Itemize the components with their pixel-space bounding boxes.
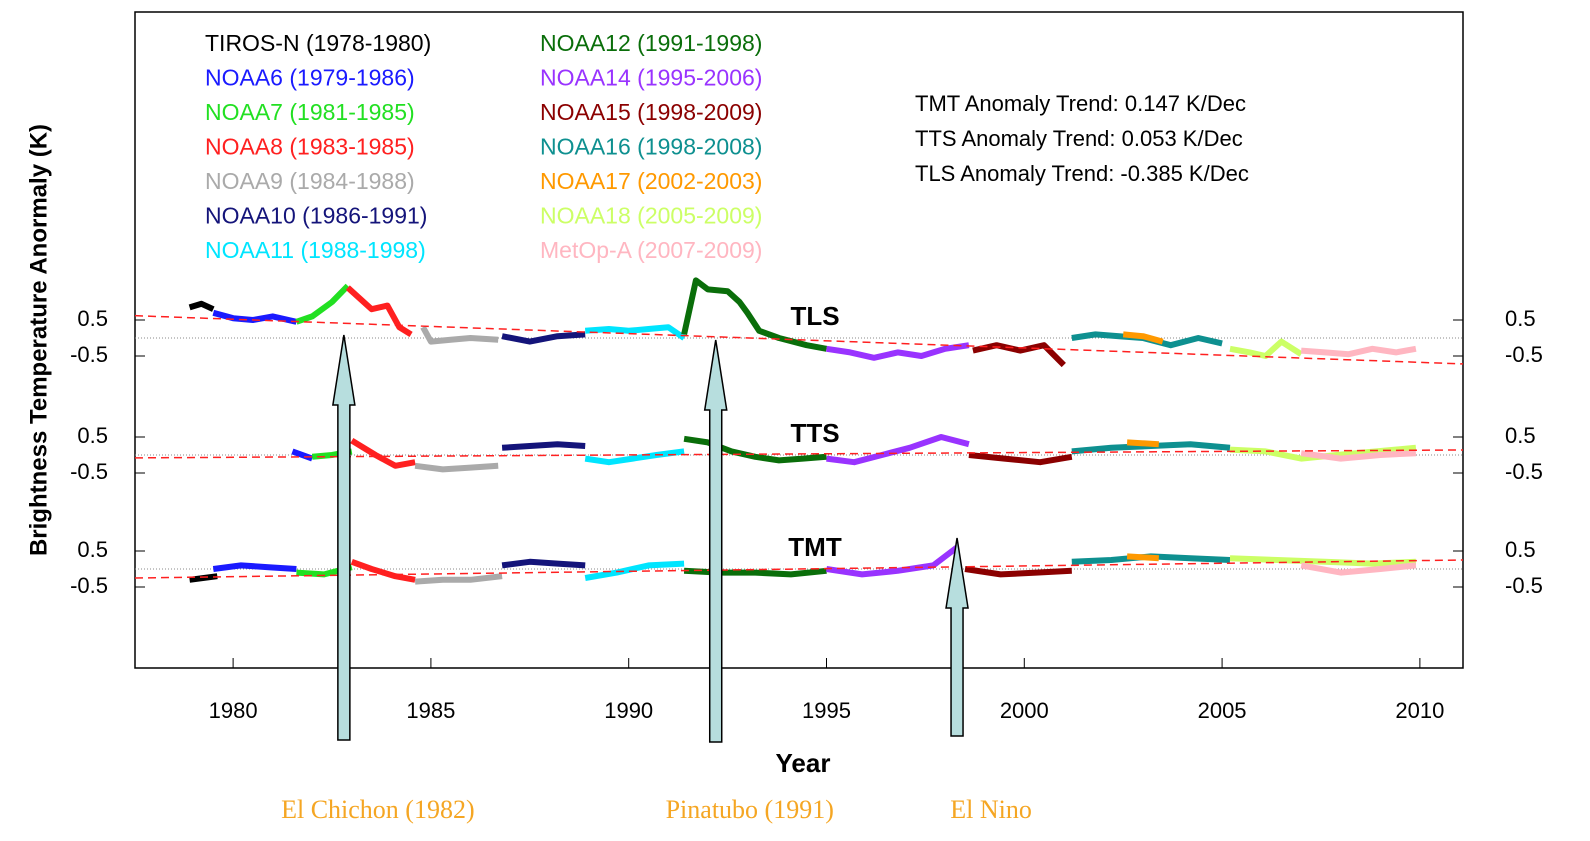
series-line bbox=[212, 562, 297, 572]
legend-entry: NOAA18 (2005-2009) bbox=[540, 203, 762, 229]
y-tick-label: 0.5 bbox=[77, 537, 108, 562]
legend-entry: NOAA10 (1986-1991) bbox=[205, 203, 427, 229]
x-axis-label: Year bbox=[776, 748, 831, 778]
y-tick-label: -0.5 bbox=[1505, 573, 1543, 598]
legend-entry: NOAA12 (1991-1998) bbox=[540, 30, 762, 56]
y-tick-label: -0.5 bbox=[1505, 342, 1543, 367]
annotation-label: Pinatubo (1991) bbox=[666, 795, 834, 824]
panel-label: TTS bbox=[790, 418, 839, 448]
series-line bbox=[683, 567, 827, 578]
legend-entry: NOAA17 (2002-2003) bbox=[540, 168, 762, 194]
series-line bbox=[189, 573, 218, 583]
legend-entry: NOAA11 (1988-1998) bbox=[205, 237, 426, 263]
trend-text: TTS Anomaly Trend: 0.053 K/Dec bbox=[915, 126, 1243, 151]
y-tick-label: -0.5 bbox=[70, 573, 108, 598]
arrow bbox=[331, 334, 356, 741]
y-tick-label: 0.5 bbox=[1505, 537, 1536, 562]
legend-entry: MetOp-A (2007-2009) bbox=[540, 237, 762, 263]
annotation-label: El Chichon (1982) bbox=[281, 795, 475, 824]
x-tick-label: 2010 bbox=[1395, 698, 1444, 723]
series-line bbox=[826, 342, 970, 361]
y-tick-label: -0.5 bbox=[70, 342, 108, 367]
y-tick-label: -0.5 bbox=[70, 459, 108, 484]
panel-label: TLS bbox=[790, 301, 839, 331]
series-line bbox=[964, 566, 1072, 578]
series-line bbox=[1122, 331, 1164, 345]
y-tick-label: 0.5 bbox=[1505, 306, 1536, 331]
series-line bbox=[826, 434, 970, 466]
x-tick-label: 2005 bbox=[1198, 698, 1247, 723]
legend-entry: NOAA14 (1995-2006) bbox=[540, 65, 762, 91]
y-tick-label: -0.5 bbox=[1505, 459, 1543, 484]
legend-entry: NOAA8 (1983-1985) bbox=[205, 134, 415, 160]
x-tick-label: 1995 bbox=[802, 698, 851, 723]
series-line bbox=[414, 573, 503, 585]
y-tick-label: 0.5 bbox=[77, 423, 108, 448]
x-tick-label: 1990 bbox=[604, 698, 653, 723]
series-line bbox=[972, 342, 1066, 368]
series-line bbox=[350, 558, 416, 583]
x-tick-label: 1980 bbox=[209, 698, 258, 723]
series-line bbox=[420, 325, 499, 345]
series-line bbox=[1300, 345, 1417, 358]
trend-line bbox=[134, 559, 1464, 579]
y-axis-label: Brightness Temperature Anormaly (K) bbox=[25, 124, 52, 556]
legend-entry: NOAA16 (1998-2008) bbox=[540, 134, 762, 160]
legend-entry: NOAA9 (1984-1988) bbox=[205, 168, 415, 194]
y-tick-label: 0.5 bbox=[1505, 423, 1536, 448]
trend-line bbox=[134, 314, 1464, 365]
series-line bbox=[681, 277, 828, 352]
legend-entry: TIROS-N (1978-1980) bbox=[205, 30, 431, 56]
arrow bbox=[945, 537, 969, 737]
trend-line bbox=[134, 449, 1464, 459]
legend-entry: NOAA6 (1979-1986) bbox=[205, 65, 415, 91]
x-tick-label: 2000 bbox=[1000, 698, 1049, 723]
series-line bbox=[1126, 439, 1159, 448]
arrow bbox=[703, 339, 728, 743]
series-line bbox=[501, 441, 586, 451]
series-line bbox=[968, 452, 1073, 466]
trend-text: TMT Anomaly Trend: 0.147 K/Dec bbox=[915, 91, 1246, 116]
series-line bbox=[501, 331, 586, 345]
panel-label: TMT bbox=[788, 532, 842, 562]
series-line bbox=[1126, 553, 1159, 562]
series-line bbox=[501, 558, 586, 569]
trend-text: TLS Anomaly Trend: -0.385 K/Dec bbox=[915, 161, 1249, 186]
series-line bbox=[1300, 562, 1417, 576]
series-line bbox=[295, 283, 350, 325]
series-line bbox=[683, 435, 827, 464]
legend-entry: NOAA7 (1981-1985) bbox=[205, 99, 415, 125]
series-line bbox=[1300, 450, 1417, 462]
series-line bbox=[584, 448, 685, 466]
series-line bbox=[345, 285, 413, 337]
x-tick-label: 1985 bbox=[406, 698, 455, 723]
series-line bbox=[584, 324, 686, 341]
series-line bbox=[414, 462, 499, 473]
series-line bbox=[826, 545, 959, 578]
plot-frame bbox=[134, 11, 1464, 669]
y-tick-label: 0.5 bbox=[77, 306, 108, 331]
annotation-label: El Nino bbox=[950, 795, 1032, 824]
series-line bbox=[188, 300, 215, 312]
series-line bbox=[584, 560, 685, 581]
legend-entry: NOAA15 (1998-2009) bbox=[540, 99, 762, 125]
series-line bbox=[350, 438, 416, 469]
